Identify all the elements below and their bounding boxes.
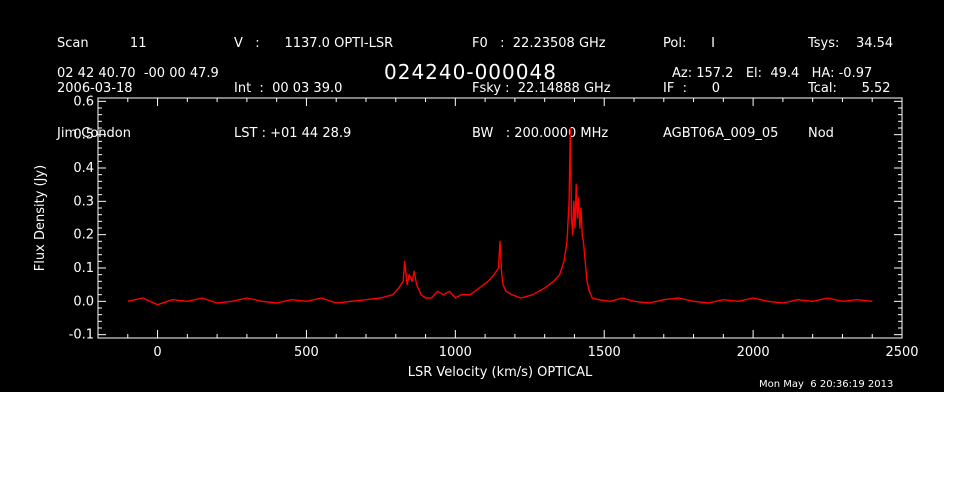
bandwidth-line: BW : 200.0000 MHz [472, 126, 609, 141]
plot-timestamp: Mon May 6 20:36:19 2013 [759, 379, 894, 390]
header-tsys-block: Tsys: 34.54 Tcal: 5.52 Nod [808, 6, 893, 171]
mode-line: Nod [808, 126, 834, 141]
integration-line: Int : 00 03 39.0 [234, 81, 343, 96]
spectrum-line [127, 127, 873, 306]
plot-axes [97, 97, 903, 339]
scan-line: Scan 11 [57, 36, 147, 51]
pol-line: Pol: I [663, 36, 715, 51]
project-line: AGBT06A_009_05 [663, 126, 779, 141]
f0-line: F0 : 22.23508 GHz [472, 36, 606, 51]
header-frequency-block: F0 : 22.23508 GHz Fsky : 22.14888 GHz BW… [472, 6, 611, 171]
observer-line: Jim Condon [57, 126, 131, 141]
y-tick-label: 0.4 [73, 161, 94, 176]
spectrum-panel: Scan 11 2006-03-18 Jim Condon V : 1137.0… [0, 0, 944, 392]
az-el-ha-readout: Az: 157.2 El: 49.4 HA: -0.97 [672, 66, 873, 81]
fsky-line: Fsky : 22.14888 GHz [472, 81, 611, 96]
spectrum-trace [127, 127, 873, 306]
header-velocity-block: V : 1137.0 OPTI-LSR Int : 00 03 39.0 LST… [234, 6, 393, 171]
velocity-line: V : 1137.0 OPTI-LSR [234, 36, 394, 51]
plot-frame [97, 97, 903, 339]
source-name: 024240-000048 [384, 60, 557, 84]
header-pol-block: Pol: I IF : 0 AGBT06A_009_05 [663, 6, 778, 171]
y-tick-label: 0.1 [73, 261, 94, 276]
x-tick-label: 2500 [885, 345, 918, 360]
y-tick-label: 0.3 [73, 194, 94, 209]
y-tick-label: -0.1 [69, 328, 94, 343]
y-tick-label: 0.2 [73, 228, 94, 243]
x-tick-label: 1500 [588, 345, 621, 360]
x-axis-label: LSR Velocity (km/s) OPTICAL [408, 365, 593, 380]
source-coordinates: 02 42 40.70 -00 00 47.9 [57, 66, 219, 81]
y-axis-label: Flux Density (Jy) [33, 165, 48, 271]
x-tick-label: 2000 [737, 345, 770, 360]
if-line: IF : 0 [663, 81, 721, 96]
x-tick-label: 0 [153, 345, 161, 360]
spectrum-plot: 0 500 1000 1500 2000 2500 -0.1 0.0 0.1 0.2 0.3 0.4 0… [33, 94, 919, 380]
x-tick-label: 500 [294, 345, 319, 360]
tcal-line: Tcal: 5.52 [808, 81, 891, 96]
plot-labels: 0 500 1000 1500 2000 2500 -0.1 0.0 0.1 0.2 0.3 0.4 0… [33, 94, 919, 380]
y-tick-label: 0.6 [73, 94, 94, 109]
x-tick-label: 1000 [439, 345, 472, 360]
plot-ticks [97, 98, 903, 338]
y-tick-label: 0.5 [73, 128, 94, 143]
date-line: 2006-03-18 [57, 81, 133, 96]
y-tick-label: 0.0 [73, 294, 94, 309]
lst-line: LST : +01 44 28.9 [234, 126, 352, 141]
tsys-line: Tsys: 34.54 [808, 36, 894, 51]
header-scan-block: Scan 11 2006-03-18 Jim Condon [57, 6, 146, 171]
